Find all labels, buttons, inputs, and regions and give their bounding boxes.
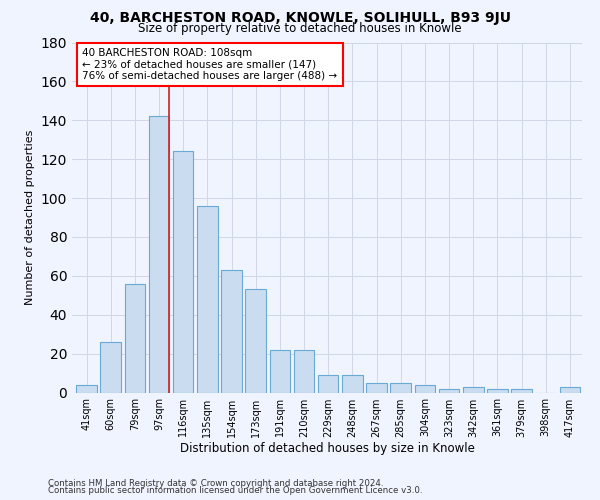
- Text: Contains HM Land Registry data © Crown copyright and database right 2024.: Contains HM Land Registry data © Crown c…: [48, 478, 383, 488]
- Bar: [173, 152, 193, 392]
- Bar: [100, 342, 121, 392]
- Bar: [149, 116, 169, 392]
- Y-axis label: Number of detached properties: Number of detached properties: [25, 130, 35, 305]
- Bar: [269, 350, 290, 393]
- Bar: [318, 375, 338, 392]
- Text: 40, BARCHESTON ROAD, KNOWLE, SOLIHULL, B93 9JU: 40, BARCHESTON ROAD, KNOWLE, SOLIHULL, B…: [89, 11, 511, 25]
- Bar: [366, 383, 387, 392]
- X-axis label: Distribution of detached houses by size in Knowle: Distribution of detached houses by size …: [179, 442, 475, 456]
- Bar: [415, 384, 435, 392]
- Bar: [294, 350, 314, 393]
- Bar: [221, 270, 242, 392]
- Bar: [245, 290, 266, 393]
- Text: 40 BARCHESTON ROAD: 108sqm
← 23% of detached houses are smaller (147)
76% of sem: 40 BARCHESTON ROAD: 108sqm ← 23% of deta…: [82, 48, 337, 81]
- Bar: [439, 388, 460, 392]
- Bar: [76, 384, 97, 392]
- Bar: [560, 386, 580, 392]
- Bar: [391, 383, 411, 392]
- Bar: [463, 386, 484, 392]
- Bar: [197, 206, 218, 392]
- Bar: [511, 388, 532, 392]
- Bar: [487, 388, 508, 392]
- Bar: [342, 375, 362, 392]
- Text: Contains public sector information licensed under the Open Government Licence v3: Contains public sector information licen…: [48, 486, 422, 495]
- Text: Size of property relative to detached houses in Knowle: Size of property relative to detached ho…: [138, 22, 462, 35]
- Bar: [125, 284, 145, 393]
